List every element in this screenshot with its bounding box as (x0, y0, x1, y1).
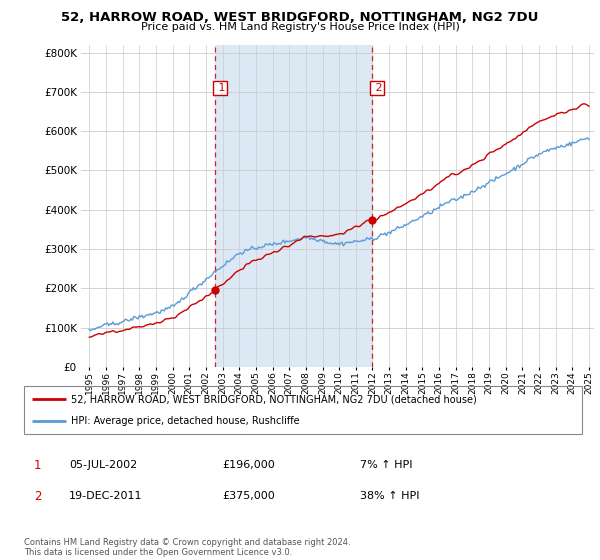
Text: £375,000: £375,000 (222, 491, 275, 501)
Text: 2: 2 (34, 489, 41, 503)
Text: 52, HARROW ROAD, WEST BRIDGFORD, NOTTINGHAM, NG2 7DU (detached house): 52, HARROW ROAD, WEST BRIDGFORD, NOTTING… (71, 394, 477, 404)
Text: 1: 1 (34, 459, 41, 472)
Text: Contains HM Land Registry data © Crown copyright and database right 2024.
This d: Contains HM Land Registry data © Crown c… (24, 538, 350, 557)
Text: 19-DEC-2011: 19-DEC-2011 (69, 491, 143, 501)
Text: Price paid vs. HM Land Registry's House Price Index (HPI): Price paid vs. HM Land Registry's House … (140, 22, 460, 32)
Text: 05-JUL-2002: 05-JUL-2002 (69, 460, 137, 470)
Bar (215, 45, 372, 367)
Text: 38% ↑ HPI: 38% ↑ HPI (360, 491, 419, 501)
Text: 7% ↑ HPI: 7% ↑ HPI (360, 460, 413, 470)
Text: 2: 2 (372, 83, 383, 93)
Text: £196,000: £196,000 (222, 460, 275, 470)
Text: HPI: Average price, detached house, Rushcliffe: HPI: Average price, detached house, Rush… (71, 416, 300, 426)
Text: 1: 1 (215, 83, 226, 93)
Text: 52, HARROW ROAD, WEST BRIDGFORD, NOTTINGHAM, NG2 7DU: 52, HARROW ROAD, WEST BRIDGFORD, NOTTING… (61, 11, 539, 24)
